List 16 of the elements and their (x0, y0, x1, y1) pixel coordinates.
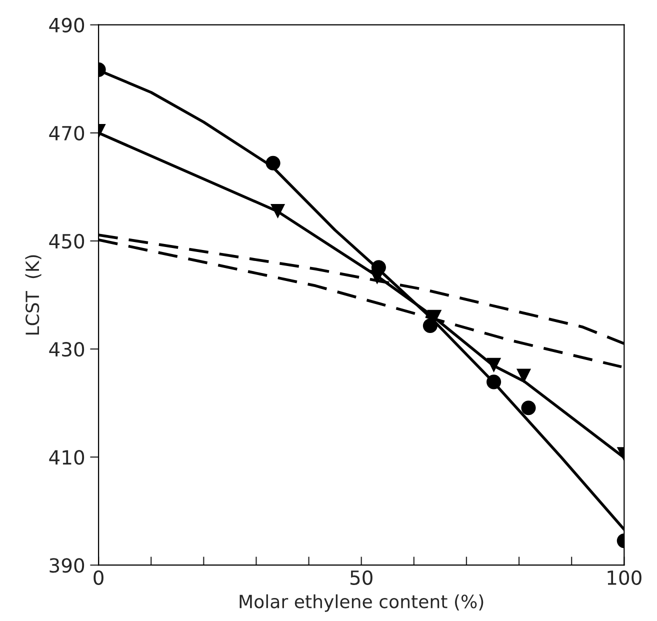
y-tick-label: 430 (49, 342, 84, 357)
point (486, 374, 502, 390)
y-tick-label: 470 (49, 126, 84, 141)
x-axis-title: Molar ethylene content (%) (240, 594, 484, 612)
x-tick-label: 0 (94, 570, 104, 586)
x-tick-label: 100 (608, 570, 642, 586)
point (521, 400, 536, 416)
y-tick-label: 450 (49, 234, 84, 249)
x-tick-label: 50 (350, 570, 372, 586)
y-tick-label: 390 (50, 558, 84, 573)
point (422, 318, 438, 334)
y-tick-label: 490 (49, 18, 84, 33)
y-tick-label: 410 (49, 450, 84, 465)
point (516, 368, 532, 384)
y-axis-title: LCST (K) (25, 255, 42, 334)
point (486, 358, 502, 372)
